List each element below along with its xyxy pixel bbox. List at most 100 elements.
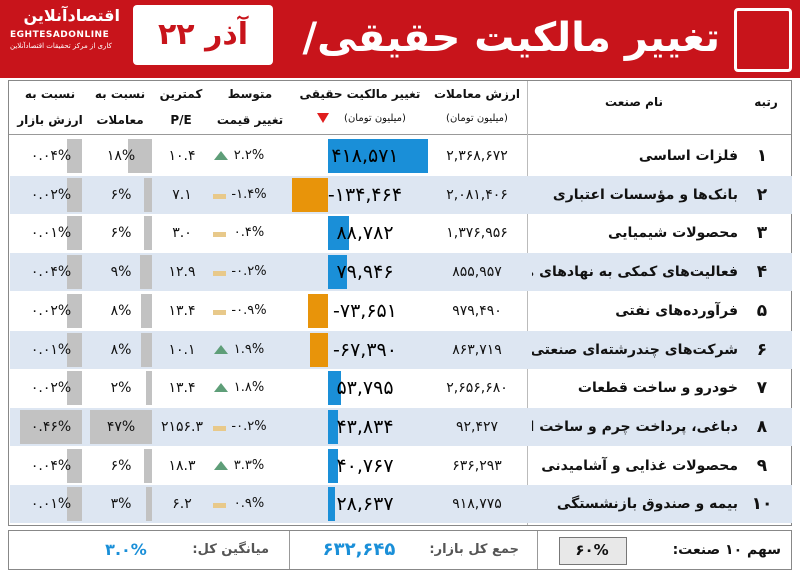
share-market-bar <box>67 487 82 522</box>
top10-share-label: سهم ۱۰ صنعت: <box>672 542 781 558</box>
header-share-market-line2: ارزش بازار <box>17 113 83 127</box>
avg-price-change: -۱.۴% <box>231 186 267 202</box>
avg-price-change: ۲.۲% <box>233 148 265 163</box>
share-market-bar <box>67 216 82 251</box>
row-rank: ۱ <box>756 146 768 166</box>
header-share-trades-line1: نسبت به <box>94 87 146 101</box>
header-owner-line2: (میلیون تومان) <box>344 113 406 124</box>
owner-change-value: -۷۳,۶۵۱ <box>333 299 397 322</box>
date-text: ۲۲ آذر <box>157 17 249 52</box>
table-row: ۵ فرآورده‌های نفتی ۹۷۹,۴۹۰ -۷۳,۶۵۱ -۰.۹% ۱۳.۴… <box>10 292 792 330</box>
header-value-line2: (میلیون تومان) <box>446 113 508 124</box>
trend-flat-icon <box>213 309 226 315</box>
industry-name: محصولات غذایی و آشامیدنی <box>541 457 738 474</box>
owner-change-value: ۸۸,۷۸۲ <box>336 222 394 245</box>
share-of-market: ۰.۴۶% <box>30 418 72 435</box>
logo-site: EGHTESADONLINE <box>10 30 110 40</box>
row-rank: ۳ <box>756 223 768 244</box>
table-row: ۱۰ بیمه و صندوق بازنشستگی ۹۱۸,۷۷۵ ۲۸,۶۳۷ ۰.۹… <box>10 485 792 524</box>
summary-footer: سهم ۱۰ صنعت: ۶۰% جمع کل بازار: ۶۳۲,۶۴۵ م… <box>8 530 792 570</box>
row-rank: ۵ <box>756 300 768 321</box>
industry-name: بانک‌ها و مؤسسات اعتباری <box>552 186 738 203</box>
share-of-trades: ۶% <box>110 225 132 242</box>
header-rank-label: رتبه <box>754 95 778 109</box>
share-of-market: ۰.۰۴% <box>30 148 72 164</box>
owner-change-value: -۱۳۴,۴۶۴ <box>327 183 403 206</box>
avg-price-change: -۰.۹% <box>231 302 267 318</box>
table-row: ۳ محصولات شیمیایی ۱,۳۷۶,۹۵۶ ۸۸,۷۸۲ ۰.۴% ۳.۰ ۶%… <box>10 214 792 252</box>
min-pe: ۷.۱ <box>172 186 192 203</box>
trend-flat-icon <box>213 503 226 509</box>
industry-name: فرآورده‌های نفتی <box>615 302 738 319</box>
owner-change-bar <box>292 177 328 212</box>
industry-name: فعالیت‌های کمکی به نهادهای مالی <box>532 264 738 281</box>
avg-price-change: ۳.۳% <box>233 457 265 473</box>
data-table: رتبه نام صنعت ارزش معاملات (میلیون تومان… <box>8 80 792 526</box>
trade-value: ۱,۳۷۶,۹۵۶ <box>446 225 508 242</box>
min-pe: ۱۳.۴ <box>168 302 196 319</box>
share-market-bar <box>67 255 82 290</box>
share-of-market: ۰.۰۲% <box>30 186 72 203</box>
min-pe: ۳.۰ <box>172 225 192 242</box>
avg-price-change: ۰.۹% <box>233 496 265 512</box>
industry-name: فلزات اساسی <box>638 148 738 164</box>
trend-flat-icon <box>213 425 226 431</box>
share-of-trades: ۹% <box>110 264 132 281</box>
owner-change-bar <box>328 139 428 173</box>
average-label: میانگین کل: <box>192 542 269 557</box>
owner-change-bar <box>328 448 338 483</box>
trade-value: ۲,۰۸۱,۴۰۶ <box>446 186 508 203</box>
industry-name: محصولات شیمیایی <box>608 225 738 242</box>
market-total-value: ۶۳۲,۶۴۵ <box>322 539 396 560</box>
top10-share-value: ۶۰% <box>575 541 609 559</box>
min-pe: ۶.۲ <box>172 496 192 513</box>
header-banner: اقتصادآنلاین EGHTESADONLINE کاری از مرکز… <box>0 0 800 121</box>
trend-flat-icon <box>213 193 226 199</box>
header-value-line1: ارزش معاملات <box>434 87 520 101</box>
min-pe: ۱۳.۴ <box>168 380 196 397</box>
column-divider <box>527 81 528 525</box>
top10-share-box <box>559 537 627 565</box>
trade-value: ۲,۳۶۸,۶۷۲ <box>446 148 508 164</box>
share-market-bar <box>67 448 82 483</box>
owner-change-bar <box>328 255 348 290</box>
header-divider <box>9 134 791 135</box>
header-owner-line1: تغییر مالکیت حقیقی <box>299 87 421 101</box>
row-rank: ۷ <box>756 378 768 399</box>
share-of-market: ۰.۰۲% <box>30 380 72 397</box>
min-pe: ۱۲.۹ <box>168 264 196 281</box>
owner-change-bar <box>308 293 328 328</box>
header-avg-line1: متوسط <box>227 87 273 101</box>
row-rank: ۹ <box>756 455 768 476</box>
logo-main: اقتصادآنلاین <box>23 6 120 25</box>
owner-change-value: -۶۷,۳۹۰ <box>333 338 397 361</box>
trade-value: ۸۶۳,۷۱۹ <box>452 341 502 358</box>
share-market-bar <box>67 332 82 367</box>
header-share-trades-line2: معاملات <box>96 113 144 127</box>
owner-change-bar <box>328 371 341 406</box>
header-industry-label: نام صنعت <box>605 95 663 109</box>
market-total-label: جمع کل بازار: <box>429 542 519 557</box>
owner-change-value: ۴۳,۸۳۴ <box>336 415 394 438</box>
avg-price-change: ۱.۸% <box>233 380 265 396</box>
share-market-bar <box>67 293 82 328</box>
sort-down-icon[interactable] <box>317 113 329 123</box>
avg-price-change: -۰.۲% <box>231 418 267 434</box>
share-of-trades: ۴۷% <box>106 418 136 435</box>
trend-up-icon <box>214 344 228 354</box>
share-trades-bar <box>141 332 152 367</box>
header-avg-line2: تغییر قیمت <box>216 113 284 127</box>
industry-name: خودرو و ساخت قطعات <box>577 380 738 397</box>
share-market-bar <box>20 409 82 444</box>
owner-change-bar <box>328 216 350 251</box>
row-rank: ۲ <box>756 184 768 205</box>
share-of-market: ۰.۰۲% <box>30 302 72 319</box>
trend-flat-icon <box>213 232 226 238</box>
avg-price-change: -۰.۲% <box>231 264 267 280</box>
table-row: ۱ فلزات اساسی ۲,۳۶۸,۶۷۲ ۴۱۸,۵۷۱ ۲.۲% ۱۰.۴ ۱۸% ۰… <box>10 137 792 175</box>
share-trades-bar <box>140 255 152 290</box>
trend-up-icon <box>214 460 228 470</box>
share-of-trades: ۶% <box>110 457 132 474</box>
avg-price-change: ۰.۴% <box>233 225 265 241</box>
header-pe-line1: کمترین <box>159 87 203 101</box>
